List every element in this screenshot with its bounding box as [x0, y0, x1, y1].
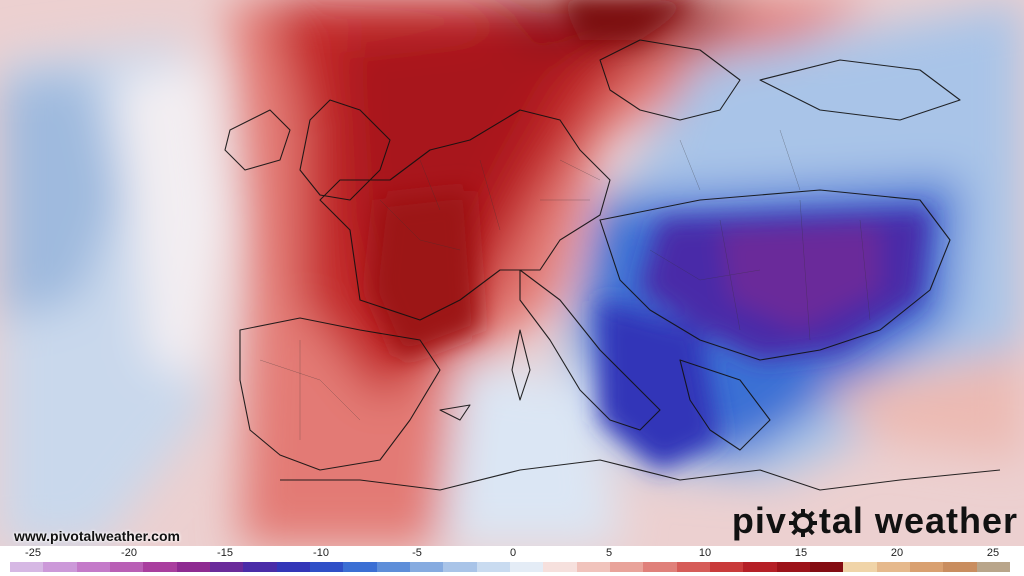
scale-tick-label: 15 [794, 547, 808, 559]
scale-tick-label: 0 [509, 547, 517, 559]
scale-swatch [676, 562, 710, 572]
scale-tick-label: -25 [25, 547, 41, 559]
scale-swatch [943, 562, 977, 572]
scale-tick-label: 10 [698, 547, 712, 559]
source-url: www.pivotalweather.com [14, 528, 180, 544]
scale-swatch [643, 562, 677, 572]
scale-swatch [443, 562, 477, 572]
scale-swatch [743, 562, 777, 572]
temperature-anomaly-map [0, 0, 1024, 546]
scale-swatch [109, 562, 144, 572]
brand-text-right: tal weather [818, 500, 1018, 541]
scale-swatch [543, 562, 577, 572]
scale-swatch [309, 562, 344, 572]
gear-icon [788, 509, 817, 537]
scale-swatch [376, 562, 410, 572]
scale-swatch [776, 562, 810, 572]
scale-swatch [476, 562, 510, 572]
brand-text-left: piv [731, 500, 787, 541]
scale-tick-label: -15 [217, 547, 233, 559]
scale-swatch [509, 562, 544, 572]
scale-swatch [43, 562, 77, 572]
scale-swatch [609, 562, 644, 572]
scale-tick-label: 25 [986, 547, 1000, 559]
scale-swatch [843, 562, 877, 572]
scale-swatch [209, 562, 244, 572]
scale-ticks: -25 -20 -15 -10 -5 0 5 10 15 20 25 [0, 547, 1024, 561]
scale-tick-label: -20 [121, 547, 137, 559]
scale-swatch [576, 562, 610, 572]
brand-logo: piv tal weather [732, 500, 1018, 542]
scale-swatch [409, 562, 444, 572]
scale-swatch [876, 562, 910, 572]
scale-swatch [143, 562, 177, 572]
scale-swatch [243, 562, 277, 572]
scale-swatch [10, 562, 44, 572]
scale-bar [10, 562, 1010, 572]
scale-tick-label: -10 [313, 547, 329, 559]
scale-tick-label: -5 [412, 547, 422, 559]
scale-swatch [343, 562, 377, 572]
scale-swatch [809, 562, 844, 572]
scale-swatch [76, 562, 110, 572]
scale-swatch [276, 562, 310, 572]
scale-swatch [709, 562, 744, 572]
scale-tick-label: 5 [605, 547, 613, 559]
scale-tick-label: 20 [890, 547, 904, 559]
scale-swatch [176, 562, 210, 572]
scale-swatch [976, 562, 1010, 572]
scale-swatch [909, 562, 944, 572]
